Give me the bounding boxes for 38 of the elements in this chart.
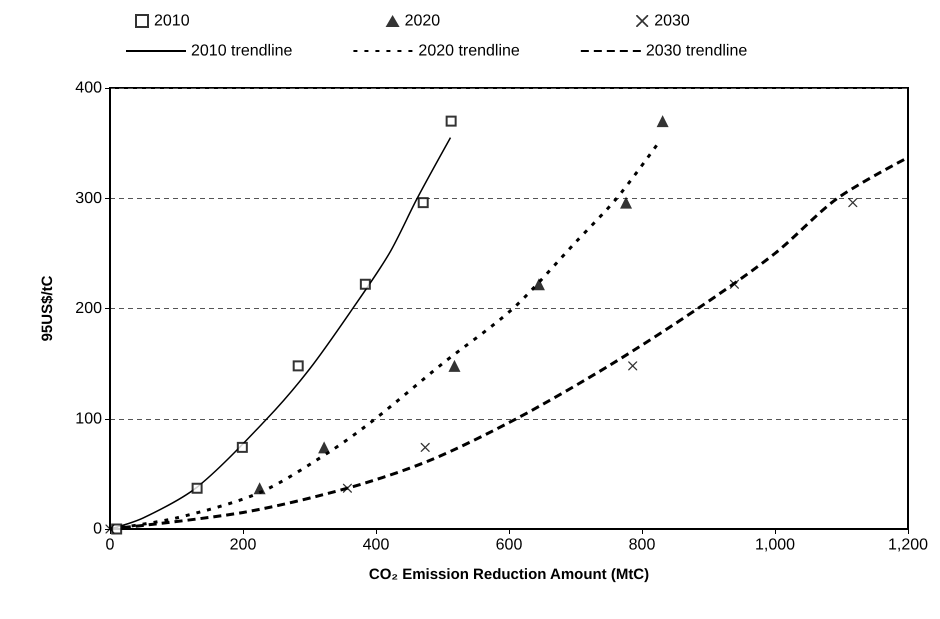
x-tick-label: 800 (628, 536, 656, 554)
y-tick-label: 300 (75, 190, 102, 207)
point (418, 197, 429, 208)
x-axis-title: CO₂ Emission Reduction Amount (MtC) (368, 566, 650, 583)
point (292, 360, 304, 372)
point (236, 442, 248, 453)
legend-label: 2030 trendline (646, 42, 748, 60)
y-tick-label: 100 (75, 410, 102, 428)
legend-label: 2010 trendline (191, 42, 293, 60)
point (620, 196, 632, 209)
x-tick-label: 1,000 (754, 536, 796, 554)
point (254, 482, 266, 494)
x-tick-label: 0 (106, 536, 115, 554)
y-tick-label: 400 (75, 80, 102, 96)
point (420, 442, 430, 452)
point (448, 360, 460, 372)
y-axis-title: 95US$/tC (39, 275, 56, 342)
y-tick-label: 200 (75, 300, 102, 317)
point (360, 278, 371, 290)
x-tick-label: 600 (496, 536, 522, 554)
point (446, 116, 457, 127)
point (318, 441, 330, 454)
point (730, 280, 739, 289)
point (342, 484, 352, 493)
point (111, 524, 122, 534)
legend-label: 2020 (404, 12, 440, 30)
y-tick-label: 0 (93, 520, 102, 538)
legend-label: 2030 (654, 12, 690, 30)
point (532, 278, 545, 290)
x-tick-label: 400 (362, 536, 390, 554)
point (628, 361, 638, 370)
point (192, 482, 203, 494)
x-tick-label: 200 (230, 536, 256, 554)
x-tick-label: 1,200 (888, 536, 928, 554)
point (656, 115, 669, 128)
point (848, 198, 858, 208)
legend-label: 2010 (154, 12, 190, 30)
legend-label: 2020 trendline (418, 42, 520, 60)
